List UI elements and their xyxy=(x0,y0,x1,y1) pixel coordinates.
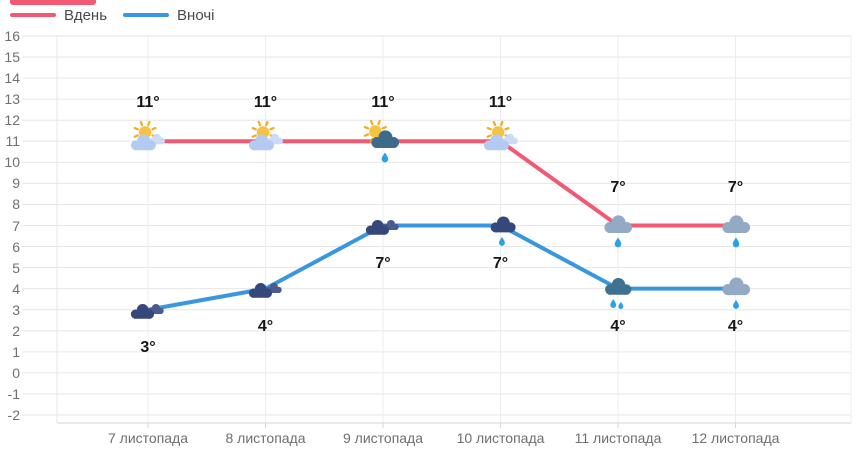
night-series-swatch xyxy=(123,13,170,17)
weather-icon-rain-cloud-gray xyxy=(595,203,641,249)
legend-item-night[interactable]: Вночі xyxy=(123,7,214,23)
x-axis-tick-label: 8 листопада xyxy=(225,430,306,446)
point-temp-label-night: 4° xyxy=(610,317,626,335)
y-axis-tick-label: -2 xyxy=(7,407,20,423)
weather-icon-sun-cloud xyxy=(478,118,524,164)
y-axis-tick-label: 6 xyxy=(12,238,20,255)
y-axis-tick-label: 8 xyxy=(12,196,20,213)
series-line-night xyxy=(146,223,738,312)
weather-icon-moon-clouds xyxy=(125,287,171,333)
x-axis-tick-label: 10 листопада xyxy=(456,430,545,446)
weather-icon-sun-rain-cloud xyxy=(360,118,406,164)
day-series-swatch xyxy=(10,13,56,17)
weather-icon-moon-cloud-rain xyxy=(478,203,524,249)
y-axis-tick-label: 12 xyxy=(4,112,20,129)
y-axis-tick-label: 1 xyxy=(12,343,20,360)
legend-item-day[interactable]: Вдень xyxy=(10,7,107,23)
point-temp-label-night: 4° xyxy=(257,317,274,335)
y-axis-tick-label: -1 xyxy=(7,385,20,402)
y-axis-tick-label: 14 xyxy=(4,70,20,87)
y-axis-tick-label: 10 xyxy=(4,154,20,171)
x-axis-tick-label: 9 листопада xyxy=(342,430,424,446)
point-temp-label-day: 11° xyxy=(371,94,395,112)
weather-icon-sun-cloud xyxy=(243,118,289,164)
y-axis-tick-label: 15 xyxy=(4,49,20,66)
weather-icon-moon-clouds xyxy=(360,203,406,249)
weather-icon-sun-cloud xyxy=(125,118,171,164)
y-axis-tick-label: 3 xyxy=(12,301,20,318)
point-temp-label-night: 7° xyxy=(375,254,391,272)
y-axis-tick-label: 0 xyxy=(12,364,20,381)
y-axis-tick-label: 11 xyxy=(5,133,20,150)
chart-legend: Вдень Вночі xyxy=(10,7,214,23)
x-axis-tick-label: 7 листопада xyxy=(107,430,189,446)
x-axis-tick-label: 11 листопада xyxy=(574,430,662,446)
weather-icon-rain-cloud-teal-2drops xyxy=(595,266,641,312)
y-axis-tick-label: 13 xyxy=(4,91,20,108)
point-temp-label-day: 11° xyxy=(136,94,160,112)
series-line-day xyxy=(146,139,738,228)
weather-icon-rain-cloud-gray-night xyxy=(713,266,759,312)
y-axis-tick-label: 9 xyxy=(12,175,20,192)
point-temp-label-day: 11° xyxy=(488,94,513,112)
y-axis-tick-label: 2 xyxy=(12,322,20,339)
day-series-label: Вдень xyxy=(64,7,108,24)
point-temp-label-night: 4° xyxy=(727,317,744,335)
point-temp-label-night: 3° xyxy=(140,338,156,356)
x-axis-tick-label: 12 листопада xyxy=(691,430,780,446)
y-axis-tick-label: 7 xyxy=(12,217,20,234)
point-temp-label-night: 7° xyxy=(492,254,509,272)
y-axis-tick-label: 16 xyxy=(4,28,20,44)
y-axis-tick-label: 5 xyxy=(12,259,20,276)
point-temp-label-day: 7° xyxy=(727,178,744,196)
weather-icon-moon-clouds xyxy=(243,266,289,312)
point-temp-label-day: 7° xyxy=(610,178,626,196)
point-temp-label-day: 11° xyxy=(253,94,278,112)
night-series-label: Вночі xyxy=(177,7,215,24)
weather-icon-rain-cloud-gray xyxy=(713,203,759,249)
cropped-tab-fragment xyxy=(10,0,96,5)
y-axis-tick-label: 4 xyxy=(12,280,20,297)
